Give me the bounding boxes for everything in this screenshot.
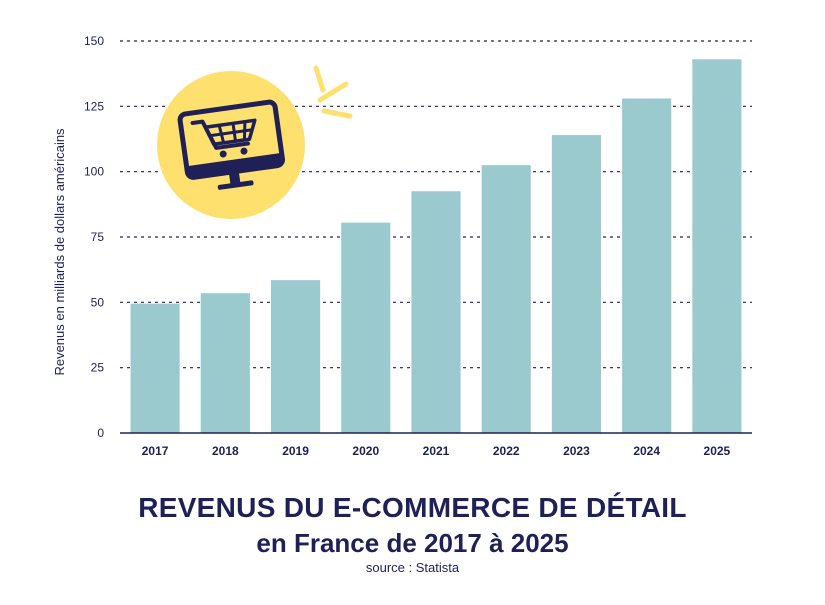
x-tick-label: 2020 xyxy=(352,444,379,458)
x-tick-label: 2023 xyxy=(563,444,590,458)
shopping-cart-monitor-icon xyxy=(157,65,353,219)
monitor-bezel xyxy=(186,152,284,179)
x-tick-label: 2024 xyxy=(633,444,660,458)
source-note: source : Statista xyxy=(365,560,460,575)
y-tick-label: 75 xyxy=(91,230,105,244)
x-tick-label: 2021 xyxy=(423,444,450,458)
y-tick-label: 125 xyxy=(84,99,104,113)
bars xyxy=(130,59,742,433)
y-tick-label: 25 xyxy=(91,361,105,375)
cart-wheel xyxy=(240,147,248,155)
y-tick-label: 100 xyxy=(84,165,104,179)
x-tick-label: 2019 xyxy=(282,444,309,458)
bar-2020 xyxy=(341,222,391,433)
monitor-base xyxy=(217,180,254,190)
bar-2024 xyxy=(622,98,672,433)
cart-rib xyxy=(209,128,253,138)
axes: 0 25 50 75 100 125 150 2017 2018 2019 2020 2021 2022… xyxy=(84,34,752,458)
cart-basket xyxy=(203,118,257,147)
cart-wheel xyxy=(219,150,227,158)
x-tick-label: 2018 xyxy=(212,444,239,458)
monitor-neck xyxy=(228,171,241,185)
bar-2022 xyxy=(481,165,531,433)
chart-subtitle: en France de 2017 à 2025 xyxy=(256,528,569,558)
bar-2021 xyxy=(411,191,461,433)
x-tick-label: 2017 xyxy=(142,444,169,458)
bar-2025 xyxy=(692,59,742,433)
chart-title: REVENUS DU E-COMMERCE DE DÉTAIL xyxy=(138,492,687,523)
y-tick-label: 50 xyxy=(91,295,105,309)
x-tick-label: 2025 xyxy=(704,444,731,458)
sparkle-ray xyxy=(321,108,353,119)
bar-2017 xyxy=(130,303,180,433)
bar-2023 xyxy=(551,135,602,433)
sparkle-ray xyxy=(317,81,349,103)
bar-2019 xyxy=(270,280,321,433)
x-tick-label: 2022 xyxy=(493,444,520,458)
y-tick-label: 0 xyxy=(97,426,104,440)
y-axis-label: Revenus en milliards de dollars américai… xyxy=(52,128,67,376)
y-tick-label: 150 xyxy=(84,34,104,48)
sparkle-ray xyxy=(313,65,326,93)
bar-2018 xyxy=(200,293,250,433)
